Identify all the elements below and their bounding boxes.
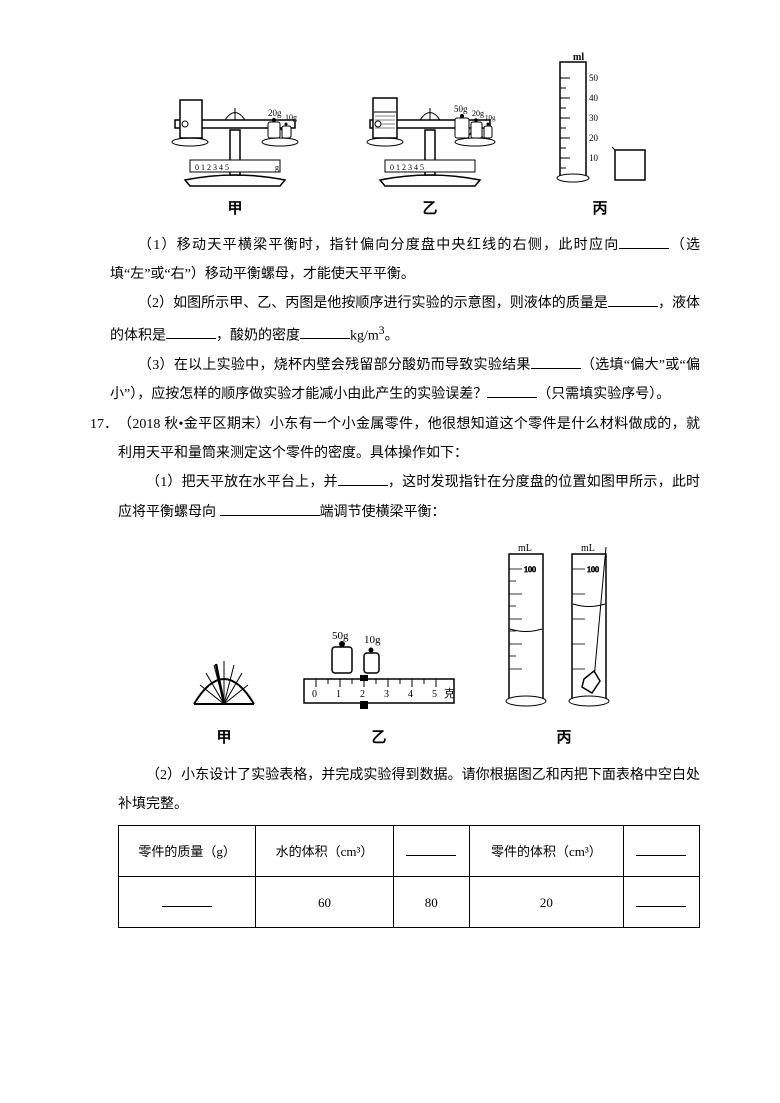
blank bbox=[636, 891, 686, 906]
svg-text:100: 100 bbox=[587, 565, 599, 574]
blank bbox=[166, 323, 216, 339]
blank bbox=[608, 291, 658, 307]
text: 。 bbox=[385, 328, 399, 343]
q17-fig-ruler: 50g 10g 0 1 2 3 4 5 克 bbox=[294, 619, 464, 755]
svg-text:50g: 50g bbox=[332, 630, 349, 642]
q16-p1: （1）移动天平横梁平衡时，指针偏向分度盘中央红线的右侧，此时应向（选填“左”或“… bbox=[110, 231, 700, 290]
figure-cylinder-c: ml 50 40 30 20 10 丙 bbox=[545, 50, 655, 226]
svg-text:3: 3 bbox=[384, 689, 389, 700]
blank bbox=[220, 499, 320, 515]
blank bbox=[300, 323, 350, 339]
blank bbox=[162, 891, 212, 906]
fig-label-c: 丙 bbox=[592, 194, 607, 226]
svg-text:10g: 10g bbox=[485, 114, 496, 122]
figure-balance-b: 50g 20g 10g 0 1 2 3 4 5 乙 bbox=[345, 70, 515, 226]
svg-text:10: 10 bbox=[589, 153, 599, 163]
q17-table: 零件的质量（g） 水的体积（cm³） 零件的体积（cm³） 60 80 20 bbox=[118, 825, 700, 928]
text: 端调节使横梁平衡： bbox=[320, 505, 446, 520]
svg-text:ml: ml bbox=[573, 52, 584, 63]
blank bbox=[338, 470, 388, 486]
q17-number: 17． bbox=[90, 410, 118, 929]
th: 零件的体积（cm³） bbox=[469, 826, 623, 877]
q16-p2: （2）如图所示甲、乙、丙图是他按顺序进行实验的示意图，则液体的质量是，液体的体积… bbox=[110, 289, 700, 350]
text: ，酸奶的密度 bbox=[216, 328, 300, 343]
svg-text:mL: mL bbox=[581, 543, 595, 554]
q17-source: （2018 秋•金平区期末） bbox=[118, 417, 270, 432]
svg-text:10g: 10g bbox=[285, 113, 297, 122]
text: （3）在以上实验中，烧杯内壁会残留部分酸奶而导致实验结果 bbox=[138, 358, 531, 373]
blank bbox=[531, 352, 581, 368]
fig-label-a: 甲 bbox=[227, 194, 242, 226]
fig-label-b: 乙 bbox=[422, 194, 437, 226]
q17-fig-label-a: 甲 bbox=[216, 723, 231, 755]
svg-text:4: 4 bbox=[408, 689, 413, 700]
svg-text:0 1 2 3 4 5: 0 1 2 3 4 5 bbox=[390, 163, 424, 172]
th: 水的体积（cm³） bbox=[256, 826, 394, 877]
td: 80 bbox=[393, 877, 469, 928]
q17-figure-row: 甲 50g 10g 0 1 2 3 4 5 克 bbox=[118, 539, 700, 755]
svg-text:100: 100 bbox=[524, 565, 536, 574]
figure-row-1: 20g 10g 0 1 2 3 4 5 g 甲 bbox=[110, 50, 700, 226]
text: （1）移动天平横梁平衡时，指针偏向分度盘中央红线的右侧，此时应向 bbox=[138, 238, 619, 253]
svg-text:0: 0 bbox=[312, 689, 317, 700]
td bbox=[119, 877, 256, 928]
svg-text:5: 5 bbox=[432, 689, 437, 700]
svg-text:2: 2 bbox=[360, 689, 365, 700]
table-header-row: 零件的质量（g） 水的体积（cm³） 零件的体积（cm³） bbox=[119, 826, 700, 877]
svg-text:30: 30 bbox=[589, 113, 599, 123]
text: kg/m bbox=[350, 328, 379, 343]
q17-fig-dial: 甲 bbox=[184, 649, 264, 755]
svg-text:g: g bbox=[275, 163, 279, 172]
blank bbox=[487, 382, 537, 398]
q17-p1: （1）把天平放在水平台上，并，这时发现指针在分度盘的位置如图甲所示，此时应将平衡… bbox=[118, 468, 700, 527]
q17-fig-cylinders: mL 100 mL bbox=[494, 539, 634, 755]
svg-text:20: 20 bbox=[589, 133, 599, 143]
q17-intro: （2018 秋•金平区期末）小东有一个小金属零件，他很想知道这个零件是什么材料做… bbox=[118, 410, 700, 469]
svg-text:10g: 10g bbox=[364, 634, 381, 646]
svg-text:mL: mL bbox=[518, 543, 532, 554]
q17-p2: （2）小东设计了实验表格，并完成实验得到数据。请你根据图乙和丙把下面表格中空白处… bbox=[118, 761, 700, 820]
table-row: 60 80 20 bbox=[119, 877, 700, 928]
th: 零件的质量（g） bbox=[119, 826, 256, 877]
svg-text:20g: 20g bbox=[472, 109, 484, 118]
svg-text:50g: 50g bbox=[454, 104, 468, 114]
svg-text:20g: 20g bbox=[268, 108, 282, 118]
q17-fig-label-b: 乙 bbox=[371, 723, 386, 755]
svg-text:40: 40 bbox=[589, 93, 599, 103]
td bbox=[623, 877, 699, 928]
q16-p3: （3）在以上实验中，烧杯内壁会残留部分酸奶而导致实验结果（选填“偏大”或“偏小”… bbox=[110, 351, 700, 410]
scale-unit: 克 bbox=[444, 687, 455, 700]
q17-fig-label-c: 丙 bbox=[556, 723, 571, 755]
text: （1）把天平放在水平台上，并 bbox=[146, 475, 338, 490]
td: 60 bbox=[256, 877, 394, 928]
text: （只需填实验序号）。 bbox=[537, 387, 670, 402]
q17: 17． （2018 秋•金平区期末）小东有一个小金属零件，他很想知道这个零件是什… bbox=[90, 410, 700, 929]
th bbox=[623, 826, 699, 877]
blank bbox=[636, 840, 686, 855]
blank bbox=[619, 232, 669, 248]
blank bbox=[406, 840, 456, 855]
svg-text:50: 50 bbox=[589, 73, 599, 83]
figure-balance-a: 20g 10g 0 1 2 3 4 5 g 甲 bbox=[155, 70, 315, 226]
text: （2）如图所示甲、乙、丙图是他按顺序进行实验的示意图，则液体的质量是 bbox=[138, 296, 608, 311]
svg-text:0 1 2 3 4 5: 0 1 2 3 4 5 bbox=[195, 163, 229, 172]
svg-text:1: 1 bbox=[336, 689, 341, 700]
td: 20 bbox=[469, 877, 623, 928]
th bbox=[393, 826, 469, 877]
